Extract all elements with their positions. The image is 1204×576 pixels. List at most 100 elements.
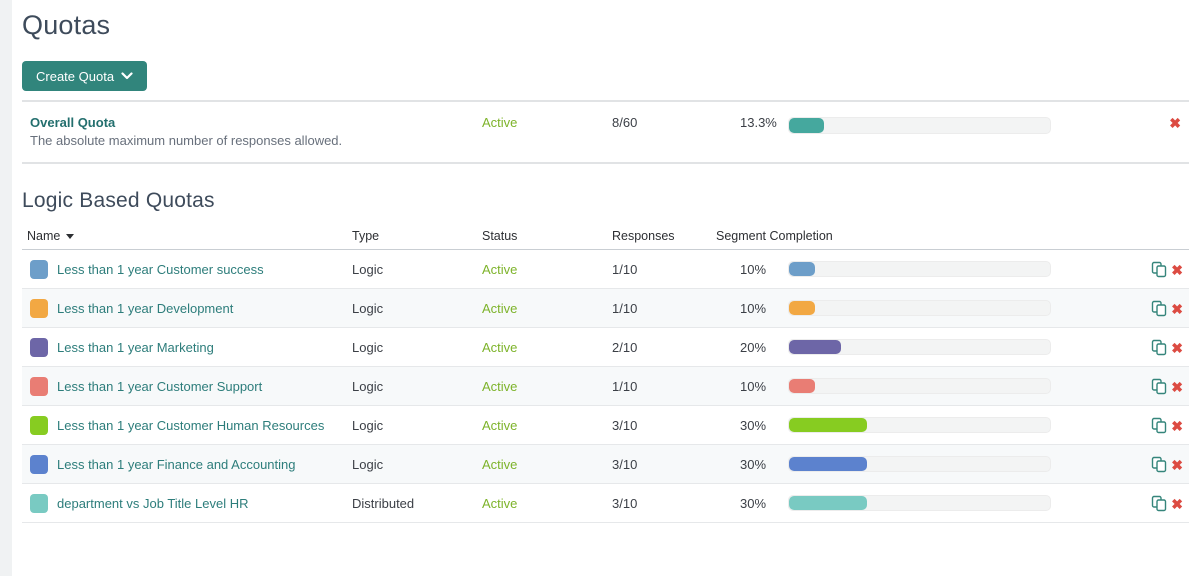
quota-status: Active	[482, 301, 518, 316]
copy-icon[interactable]	[1151, 378, 1167, 395]
quota-responses: 1/10	[612, 262, 638, 277]
segment-progress-bar	[788, 300, 1051, 316]
copy-icon[interactable]	[1151, 339, 1167, 356]
column-header-responses: Responses	[612, 229, 675, 243]
column-header-segment-completion: Segment Completion	[716, 229, 833, 243]
logic-quotas-section-title: Logic Based Quotas	[22, 189, 215, 212]
quota-type: Distributed	[352, 496, 415, 511]
quota-color-swatch	[30, 455, 48, 474]
quota-table-body: Less than 1 year Customer success Logic …	[22, 250, 1189, 523]
quota-percent: 30%	[740, 457, 767, 472]
row-actions: ✖	[1151, 456, 1183, 473]
create-quota-button[interactable]: Create Quota	[22, 61, 148, 91]
quota-status: Active	[482, 418, 518, 433]
quota-type: Logic	[352, 301, 384, 316]
page-title: Quotas	[22, 10, 111, 40]
quota-percent: 10%	[740, 301, 767, 316]
row-actions: ✖	[1151, 378, 1183, 395]
row-actions: ✖	[1151, 495, 1183, 512]
quota-color-swatch	[30, 338, 48, 357]
quota-responses: 1/10	[612, 379, 638, 394]
quota-type: Logic	[352, 418, 384, 433]
overall-quota-percent: 13.3%	[740, 115, 777, 130]
quota-name-link[interactable]: Less than 1 year Customer success	[57, 262, 264, 277]
column-header-name-label: Name	[27, 229, 61, 243]
quota-status: Active	[482, 457, 518, 472]
table-row: Less than 1 year Customer Human Resource…	[22, 406, 1189, 445]
quota-type: Logic	[352, 262, 384, 277]
copy-icon[interactable]	[1151, 456, 1167, 473]
delete-icon[interactable]: ✖	[1171, 495, 1183, 512]
quota-status: Active	[482, 262, 518, 277]
chevron-down-icon	[121, 72, 133, 80]
copy-icon[interactable]	[1151, 300, 1167, 317]
quota-status: Active	[482, 496, 518, 511]
segment-progress-track	[788, 456, 1051, 472]
overall-progress-bar	[788, 117, 1051, 134]
copy-icon[interactable]	[1151, 495, 1167, 512]
quota-name-link[interactable]: Less than 1 year Marketing	[57, 340, 214, 355]
copy-icon[interactable]	[1151, 417, 1167, 434]
overall-quota-link[interactable]: Overall Quota	[30, 115, 116, 130]
quota-type: Logic	[352, 457, 384, 472]
quota-percent: 10%	[740, 262, 767, 277]
segment-progress-track	[788, 417, 1051, 433]
delete-icon[interactable]: ✖	[1171, 378, 1183, 395]
copy-icon[interactable]	[1151, 261, 1167, 278]
row-actions: ✖	[1151, 300, 1183, 317]
overall-quota-status: Active	[482, 115, 518, 130]
segment-progress-bar	[788, 456, 1051, 472]
quotas-page: Quotas Create Quota Overall Quota The ab…	[22, 0, 1189, 523]
overall-quota-responses: 8/60	[612, 115, 638, 130]
column-header-name[interactable]: Name	[27, 229, 75, 243]
quota-name-link[interactable]: Less than 1 year Customer Human Resource…	[57, 418, 325, 433]
delete-icon[interactable]: ✖	[1171, 417, 1183, 434]
quota-responses: 3/10	[612, 457, 638, 472]
column-header-status: Status	[482, 229, 518, 243]
quota-percent: 10%	[740, 379, 767, 394]
quota-percent: 20%	[740, 340, 767, 355]
quota-name-link[interactable]: Less than 1 year Customer Support	[57, 379, 263, 394]
quota-color-swatch	[30, 260, 48, 279]
segment-progress-track	[788, 378, 1051, 394]
quota-color-swatch	[30, 416, 48, 435]
table-row: Less than 1 year Marketing Logic Active …	[22, 328, 1189, 367]
quota-name-link[interactable]: Less than 1 year Finance and Accounting	[57, 457, 296, 472]
delete-icon[interactable]: ✖	[1171, 339, 1183, 356]
segment-progress-bar	[788, 495, 1051, 511]
quota-name-link[interactable]: Less than 1 year Development	[57, 301, 234, 316]
quota-percent: 30%	[740, 418, 767, 433]
segment-progress-bar	[788, 417, 1051, 433]
table-row: Less than 1 year Development Logic Activ…	[22, 289, 1189, 328]
delete-icon[interactable]: ✖	[1169, 115, 1181, 131]
quota-status: Active	[482, 379, 518, 394]
delete-icon[interactable]: ✖	[1171, 261, 1183, 278]
table-row: Less than 1 year Customer success Logic …	[22, 250, 1189, 289]
quota-responses: 3/10	[612, 418, 638, 433]
overall-progress-fill	[789, 118, 824, 133]
segment-progress-bar	[788, 261, 1051, 277]
table-row: Less than 1 year Finance and Accounting …	[22, 445, 1189, 484]
segment-progress-track	[788, 261, 1051, 277]
segment-progress-fill	[789, 262, 816, 276]
quota-responses: 3/10	[612, 496, 638, 511]
row-actions: ✖	[1151, 261, 1183, 278]
create-quota-label: Create Quota	[36, 68, 115, 84]
segment-progress-fill	[789, 340, 842, 354]
quota-type: Logic	[352, 379, 384, 394]
quota-responses: 1/10	[612, 301, 638, 316]
row-actions: ✖	[1151, 417, 1183, 434]
segment-progress-fill	[789, 379, 816, 393]
quota-type: Logic	[352, 340, 384, 355]
quota-color-swatch	[30, 377, 48, 396]
delete-icon[interactable]: ✖	[1171, 456, 1183, 473]
quota-color-swatch	[30, 299, 48, 318]
quota-responses: 2/10	[612, 340, 638, 355]
segment-progress-track	[788, 300, 1051, 316]
delete-icon[interactable]: ✖	[1171, 300, 1183, 317]
sort-descending-icon	[66, 233, 75, 239]
table-row: Less than 1 year Customer Support Logic …	[22, 367, 1189, 406]
column-header-type: Type	[352, 229, 380, 243]
quota-name-link[interactable]: department vs Job Title Level HR	[57, 496, 249, 511]
table-row: department vs Job Title Level HR Distrib…	[22, 484, 1189, 523]
